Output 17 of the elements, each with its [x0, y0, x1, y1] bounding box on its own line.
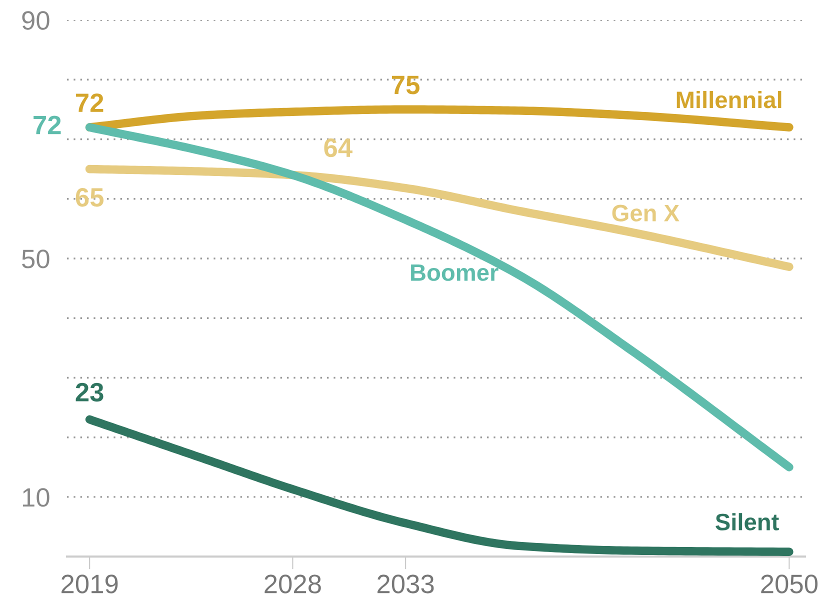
- series-label: Millennial: [676, 90, 782, 108]
- data-label: 65: [76, 188, 104, 207]
- y-tick-label: 10: [22, 488, 50, 507]
- data-label: 23: [76, 382, 104, 402]
- y-tick-label: 90: [22, 11, 50, 30]
- data-label: 75: [392, 76, 420, 94]
- x-tick-label: 2028: [264, 574, 321, 594]
- series-label: Gen X: [612, 204, 680, 222]
- y-tick-label: 50: [22, 250, 50, 268]
- data-label: 64: [324, 138, 352, 158]
- data-label: 72: [76, 93, 104, 112]
- series-label: Boomer: [411, 264, 498, 281]
- x-tick-label: 2050: [761, 574, 818, 594]
- x-tick-label: 2019: [62, 574, 118, 594]
- series-label: Silent: [716, 513, 779, 530]
- data-label: 72: [34, 116, 61, 134]
- x-tick-label: 2033: [378, 574, 434, 594]
